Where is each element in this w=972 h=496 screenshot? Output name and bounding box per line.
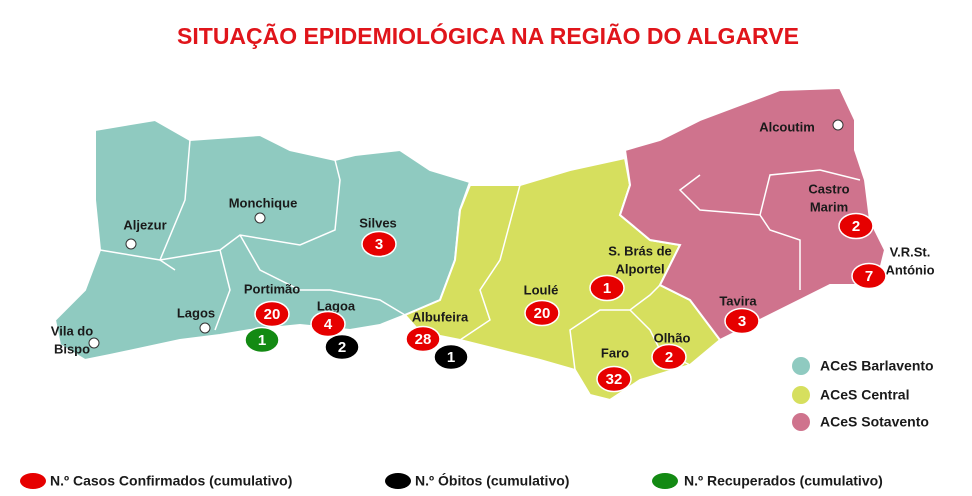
title: SITUAÇÃO EPIDEMIOLÓGICA NA REGIÃO DO ALG… (177, 22, 799, 49)
municipality-name: Faro (601, 345, 629, 360)
municipality-name: Aljezur (123, 217, 166, 232)
marker-label: N.º Casos Confirmados (cumulativo) (50, 473, 292, 489)
municipality-name: Loulé (524, 282, 559, 297)
land (53, 86, 887, 402)
municipality-name: Lagos (177, 305, 215, 320)
municipality-name: Marim (810, 199, 848, 214)
marker-label: N.º Óbitos (cumulativo) (415, 472, 569, 489)
town-dot (199, 322, 211, 334)
town-dot (254, 212, 266, 224)
count-value: 1 (258, 332, 266, 349)
municipality-name: António (885, 262, 934, 277)
region-swatch (792, 413, 810, 431)
count-value: 2 (338, 339, 346, 356)
count-value: 2 (852, 218, 860, 235)
marker-swatch (385, 473, 411, 489)
municipality-name: Alportel (615, 261, 664, 276)
municipality-name: S. Brás de (608, 243, 672, 258)
municipality-name: V.R.St. (890, 244, 931, 259)
count-badge (254, 300, 290, 328)
count-badge (310, 310, 346, 338)
marker-swatch (20, 473, 46, 489)
municipality-name: Tavira (719, 293, 757, 308)
municipality-name: Castro (808, 181, 849, 196)
count-badge (524, 299, 560, 327)
town-dot (125, 238, 137, 250)
count-badge (851, 262, 887, 290)
count-badge (838, 212, 874, 240)
count-badge (244, 326, 280, 354)
borders (99, 139, 861, 371)
count-value: 7 (865, 268, 873, 285)
count-value: 2 (665, 349, 673, 366)
count-value: 28 (415, 331, 432, 348)
count-badge (596, 365, 632, 393)
towns (88, 119, 844, 349)
region-swatch (792, 357, 810, 375)
count-value: 20 (534, 305, 551, 322)
region-area (53, 118, 472, 362)
count-value: 20 (264, 306, 281, 323)
count-badge (589, 274, 625, 302)
count-value: 32 (606, 371, 623, 388)
count-badge (361, 230, 397, 258)
marker-swatch (652, 473, 678, 489)
count-badge (324, 333, 360, 361)
municipality-name: Portimão (244, 281, 300, 296)
count-badge (433, 343, 469, 371)
municipality-name: Silves (359, 215, 397, 230)
labels: Aljezur Monchique Silves Lagos Vila do Bispo P… (51, 119, 935, 360)
count-value: 1 (447, 349, 455, 366)
count-value: 4 (324, 316, 333, 333)
count-value: 3 (738, 313, 746, 330)
legend: ACeS Barlavento ACeS Central ACeS Sotavent… (20, 357, 934, 489)
region-label: ACeS Sotavento (820, 414, 929, 430)
municipality-name: Olhão (654, 330, 691, 345)
municipality-name: Alcoutim (759, 119, 815, 134)
municipality-name: Vila do (51, 323, 93, 338)
count-badge (651, 343, 687, 371)
municipality-name: Bispo (54, 341, 90, 356)
count-value: 1 (603, 280, 611, 297)
region-label: ACeS Central (820, 387, 909, 403)
count-badge (405, 325, 441, 353)
count-badge (724, 307, 760, 335)
town-dot (832, 119, 844, 131)
region-label: ACeS Barlavento (820, 358, 934, 374)
municipality-name: Lagoa (317, 298, 356, 313)
municipality-name: Monchique (229, 195, 298, 210)
count-value: 3 (375, 236, 383, 253)
town-dot (88, 337, 100, 349)
region-swatch (792, 386, 810, 404)
municipality-name: Albufeira (412, 309, 469, 324)
marker-label: N.º Recuperados (cumulativo) (684, 473, 883, 489)
